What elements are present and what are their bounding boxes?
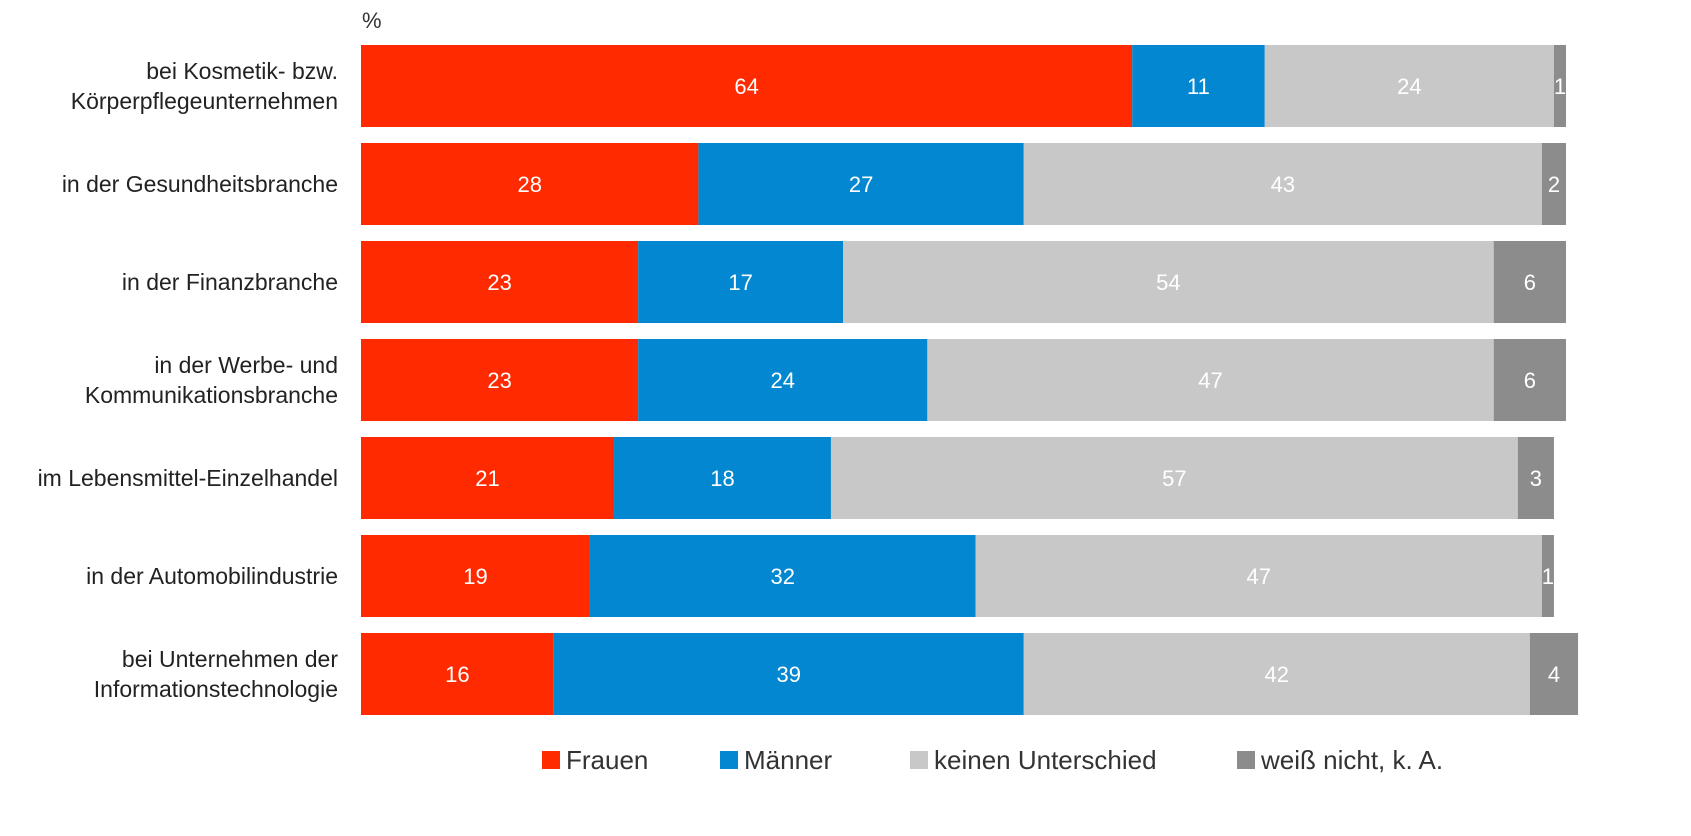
category-label-line: in der Gesundheitsbranche <box>61 171 338 197</box>
data-label: 57 <box>1162 466 1186 491</box>
category-label-line: in der Finanzbranche <box>121 269 338 295</box>
bar-segment <box>1529 633 1579 715</box>
data-label: 21 <box>475 466 499 491</box>
data-label: 47 <box>1198 368 1222 393</box>
data-label: 54 <box>1156 270 1180 295</box>
category-label: in der Finanzbranche <box>0 267 338 297</box>
bar-segment <box>927 339 1494 421</box>
data-label: 24 <box>1397 74 1421 99</box>
category-label-line: Kommunikationsbranche <box>84 382 338 408</box>
category-label-line: in der Automobilindustrie <box>86 563 338 589</box>
category-label-line: bei Kosmetik- bzw. <box>146 58 338 84</box>
legend-item: keinen Unterschied <box>910 740 1157 780</box>
data-label: 11 <box>1187 74 1210 99</box>
bar-segment <box>1264 45 1554 127</box>
bar-segment <box>638 241 843 323</box>
data-label: 32 <box>771 564 795 589</box>
bar-segment <box>830 437 1518 519</box>
data-label: 39 <box>777 662 801 687</box>
category-label-line: in der Werbe- und <box>154 352 338 378</box>
bar-segment <box>361 437 615 519</box>
bar-segment <box>843 241 1494 323</box>
legend-label: Männer <box>744 744 833 775</box>
category-label-line: im Lebensmittel-Einzelhandel <box>37 465 338 491</box>
data-label: 23 <box>487 270 511 295</box>
legend-label: weiß nicht, k. A. <box>1261 744 1444 775</box>
bar-segment <box>1132 45 1265 127</box>
bar-segment <box>1553 45 1566 127</box>
bar-segment <box>361 633 554 715</box>
legend-swatch <box>542 751 560 769</box>
legend-item: Männer <box>720 740 832 780</box>
category-label: in der Werbe- und Kommunikationsbranche <box>0 350 338 410</box>
data-label: 43 <box>1271 172 1295 197</box>
legend-swatch <box>720 751 738 769</box>
legend-swatch <box>1237 751 1255 769</box>
bar-segment <box>1023 143 1542 225</box>
bar-segment <box>1541 535 1554 617</box>
category-label-line: bei Unternehmen der <box>121 646 338 672</box>
data-label: 1 <box>1554 74 1566 99</box>
data-label: 47 <box>1246 564 1270 589</box>
bar-segment <box>698 143 1024 225</box>
bar-segment <box>1541 143 1566 225</box>
data-label: 19 <box>463 564 487 589</box>
category-label: in der Gesundheitsbranche <box>0 169 338 199</box>
unit-label: % <box>362 8 382 33</box>
bar-segment <box>1493 339 1566 421</box>
data-label: 28 <box>517 172 541 197</box>
bar-segment <box>638 339 928 421</box>
bar-segment <box>361 339 639 421</box>
legend-item: weiß nicht, k. A. <box>1237 740 1443 780</box>
bar-segment <box>361 535 590 617</box>
data-label: 1 <box>1542 564 1554 589</box>
data-label: 17 <box>728 270 752 295</box>
data-label: 2 <box>1548 172 1560 197</box>
data-label: 4 <box>1548 662 1560 687</box>
bar-segment <box>614 437 831 519</box>
category-label-line: Körperpflegeunternehmen <box>70 88 338 114</box>
data-label: 6 <box>1524 270 1536 295</box>
bar-segment <box>1517 437 1554 519</box>
legend-item: Frauen <box>542 740 648 780</box>
bar-segment <box>975 535 1542 617</box>
legend-swatch <box>910 751 928 769</box>
legend-label: keinen Unterschied <box>934 744 1157 775</box>
category-label: in der Automobilindustrie <box>0 561 338 591</box>
category-label: bei Unternehmen der Informationstechnolog… <box>0 644 338 704</box>
bar-segment <box>361 241 639 323</box>
data-label: 64 <box>734 74 758 99</box>
category-label: im Lebensmittel-Einzelhandel <box>0 463 338 493</box>
data-label: 18 <box>710 466 734 491</box>
bar-segment <box>361 143 699 225</box>
category-label-line: Informationstechnologie <box>93 676 338 702</box>
data-label: 6 <box>1524 368 1536 393</box>
data-label: 27 <box>849 172 873 197</box>
bar-segment <box>1023 633 1530 715</box>
bar-segment <box>361 45 1133 127</box>
category-label: bei Kosmetik- bzw. Körperpflegeunternehme… <box>0 56 338 116</box>
legend-label: Frauen <box>566 744 649 775</box>
data-label: 42 <box>1265 662 1289 687</box>
data-label: 3 <box>1530 466 1542 491</box>
bar-segment <box>553 633 1024 715</box>
bar-segment <box>1493 241 1566 323</box>
data-label: 24 <box>771 368 795 393</box>
data-label: 16 <box>445 662 469 687</box>
data-label: 23 <box>487 368 511 393</box>
bar-segment <box>589 535 976 617</box>
